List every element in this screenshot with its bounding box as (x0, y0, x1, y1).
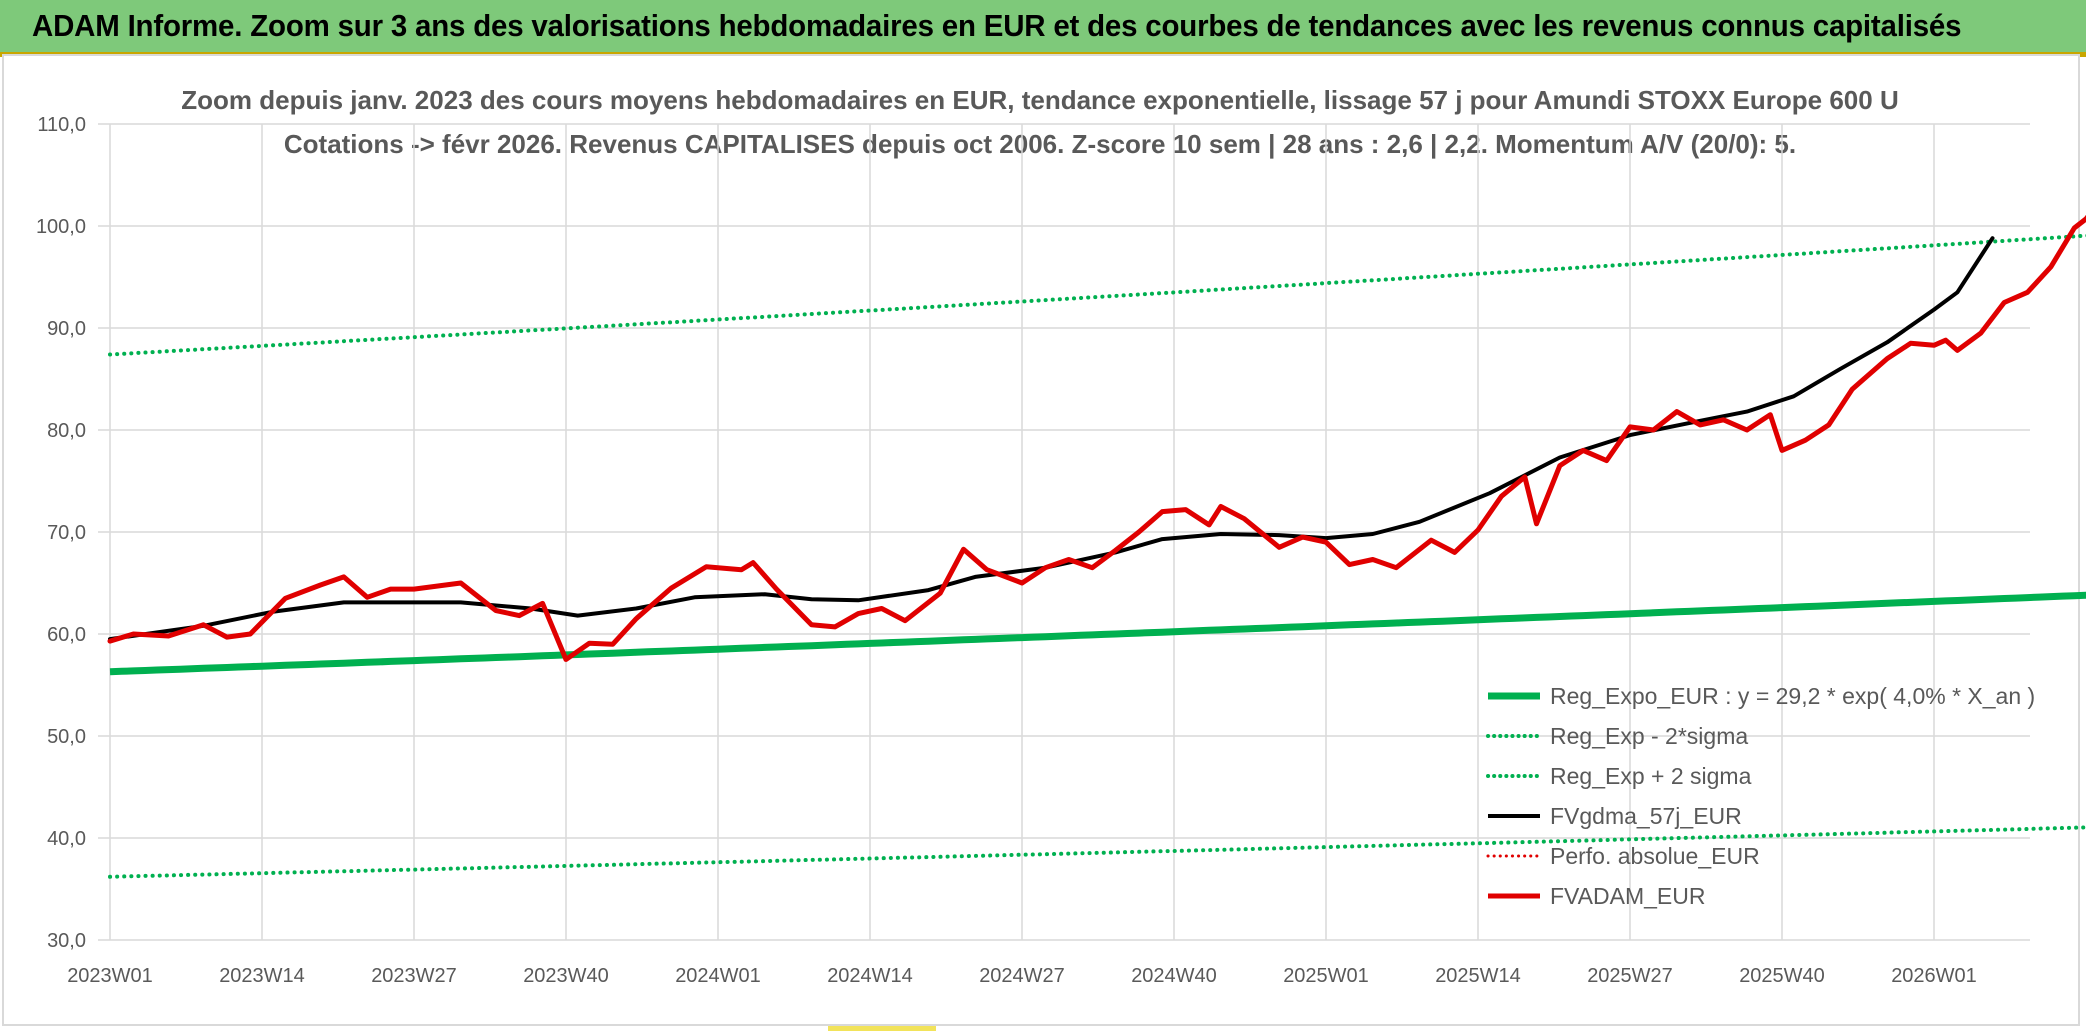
x-tick-label: 2024W40 (1131, 965, 1217, 987)
x-tick-label: 2025W14 (1435, 965, 1521, 987)
y-tick-label: 30,0 (47, 930, 86, 952)
y-tick-label: 70,0 (47, 522, 86, 544)
y-tick-label: 110,0 (37, 114, 86, 136)
x-tick-label: 2023W14 (219, 965, 305, 987)
reg-minus-2sigma-line (108, 825, 2086, 879)
x-tick-label: 2024W27 (979, 965, 1065, 987)
y-tick-label: 40,0 (47, 828, 86, 850)
reg-plus-2sigma-line (108, 233, 2086, 357)
x-tick-label: 2023W01 (67, 965, 153, 987)
chart-legend: Reg_Expo_EUR : y = 29,2 * exp( 4,0% * X_… (1486, 683, 2035, 909)
x-tick-label: 2026W01 (1891, 965, 1977, 987)
x-tick-label: 2025W40 (1739, 965, 1825, 987)
y-tick-label: 80,0 (47, 420, 86, 442)
x-tick-label: 2025W27 (1587, 965, 1673, 987)
y-tick-label: 60,0 (47, 624, 86, 646)
y-tick-label: 50,0 (47, 726, 86, 748)
y-axis-ticks: 30,0 40,0 50,0 60,0 70,0 80,0 90,0 100,0 110,0 (36, 114, 86, 952)
y-tick-label: 90,0 (47, 318, 86, 340)
y-tick-label: 100,0 (36, 216, 86, 238)
legend-label: Reg_Exp + 2 sigma (1550, 763, 1752, 789)
x-tick-label: 2024W01 (675, 965, 761, 987)
x-tick-label: 2023W40 (523, 965, 609, 987)
legend-label: FVgdma_57j_EUR (1550, 803, 1742, 829)
reg-expo-line (109, 591, 2086, 676)
banner-corner-right (2078, 54, 2086, 57)
report-banner: ADAM Informe. Zoom sur 3 ans des valoris… (0, 0, 2086, 54)
x-tick-label: 2025W01 (1283, 965, 1369, 987)
legend-label: Perfo. absolue_EUR (1550, 843, 1760, 869)
legend-label: FVADAM_EUR (1550, 883, 1706, 909)
legend-label: Reg_Expo_EUR : y = 29,2 * exp( 4,0% * X_… (1550, 683, 2035, 709)
legend-label: Reg_Exp - 2*sigma (1550, 723, 1748, 749)
x-tick-label: 2023W27 (371, 965, 457, 987)
fvadam-line (107, 214, 2086, 662)
chart-series (107, 214, 2086, 879)
report-title: ADAM Informe. Zoom sur 3 ans des valoris… (32, 8, 1962, 43)
chart-subtitle-line-1: Zoom depuis janv. 2023 des cours moyens … (181, 85, 1898, 115)
chart-frame (2, 54, 2080, 1026)
x-axis-ticks: 2023W01 2023W14 2023W27 2023W40 2024W01 2024W… (67, 965, 1977, 987)
x-tick-label: 2024W14 (827, 965, 913, 987)
sheet-tab-marker (828, 1026, 936, 1031)
chart-subtitle-line-2: Cotations -> févr 2026. Revenus CAPITALI… (284, 129, 1796, 159)
